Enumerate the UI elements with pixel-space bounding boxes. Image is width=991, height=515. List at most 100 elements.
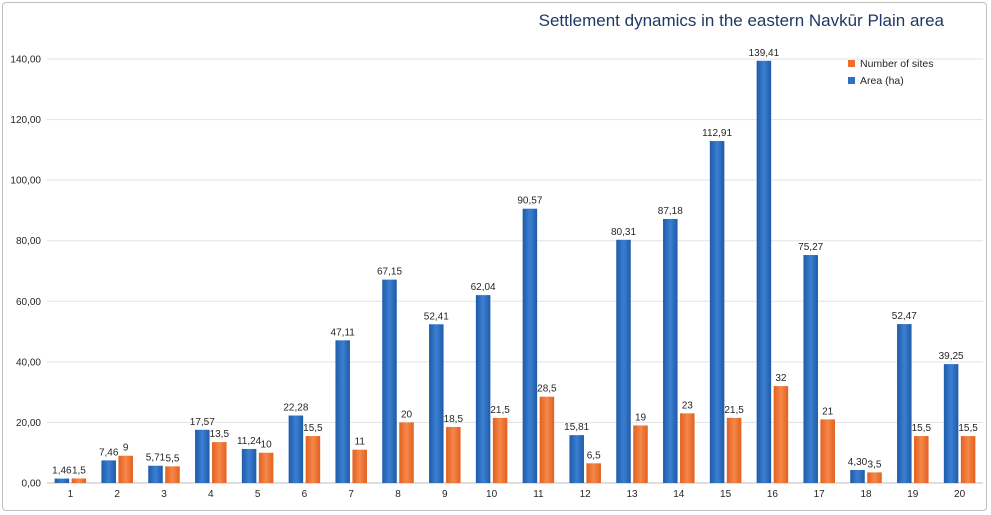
data-label: 47,11 (331, 327, 356, 338)
data-label: 7,46 (99, 447, 119, 458)
x-tick-label: 7 (348, 489, 354, 500)
data-label: 21,5 (490, 405, 510, 416)
bar-area (148, 465, 163, 483)
data-label: 15,5 (912, 423, 932, 434)
x-tick-label: 16 (767, 489, 779, 500)
bar-number-of-sites (867, 472, 882, 483)
data-label: 9 (123, 443, 129, 454)
bar-number-of-sites (539, 396, 555, 483)
data-label: 15,5 (303, 423, 323, 434)
legend-label: Number of sites (860, 58, 934, 70)
bar-area (475, 295, 491, 483)
data-label: 5,71 (146, 453, 166, 464)
data-label: 11 (355, 437, 366, 448)
data-label: 90,57 (517, 196, 542, 207)
x-tick-label: 19 (907, 489, 919, 500)
data-label: 5,5 (166, 453, 180, 464)
data-label: 21,5 (724, 405, 744, 416)
data-label: 15,5 (958, 423, 978, 434)
data-label: 20 (401, 409, 413, 420)
y-axis-ticks: 0,00 20,00 40,00 60,00 80,00 100,00 120,00 140,… (10, 55, 41, 490)
bar-number-of-sites (258, 452, 274, 483)
x-tick-label: 10 (486, 489, 498, 500)
data-label: 21 (822, 406, 834, 417)
x-tick-label: 5 (255, 489, 261, 500)
bar-area (382, 279, 397, 483)
x-tick-label: 2 (114, 489, 120, 500)
data-label: 10 (261, 440, 273, 451)
data-label: 62,04 (471, 282, 496, 293)
data-label: 32 (775, 373, 787, 384)
legend-swatch (848, 60, 855, 67)
bar-number-of-sites (586, 463, 601, 483)
bar-area (943, 364, 959, 483)
bar-area (850, 469, 865, 483)
legend-label: Area (ha) (860, 75, 904, 87)
x-tick-label: 6 (302, 489, 308, 500)
x-axis-ticks: 1 2 3 4 5 6 7 8 9 10 11 12 13 14 15 16 17 18 19 20 (68, 489, 966, 500)
y-tick-label: 120,00 (10, 115, 41, 126)
gridlines (47, 58, 983, 484)
bar-number-of-sites (446, 426, 461, 483)
bar-number-of-sites (726, 417, 742, 483)
y-tick-label: 60,00 (16, 297, 41, 308)
bar-area (429, 324, 444, 483)
data-label: 52,41 (424, 311, 449, 322)
chart-title: Settlement dynamics in the eastern Navkū… (538, 11, 944, 30)
data-label: 75,27 (798, 242, 823, 253)
x-tick-label: 17 (814, 489, 826, 500)
bar-area (616, 239, 631, 483)
bar-number-of-sites (633, 425, 648, 483)
y-tick-label: 100,00 (10, 176, 41, 187)
bar-number-of-sites (352, 449, 367, 483)
x-tick-label: 12 (580, 489, 592, 500)
bar-area (803, 255, 818, 483)
bar-area (756, 60, 772, 483)
legend-swatch (848, 77, 855, 84)
bar-area (195, 429, 210, 483)
data-label: 23 (682, 400, 694, 411)
bar-number-of-sites (212, 442, 227, 483)
data-label: 13,5 (210, 429, 230, 440)
bar-area (101, 460, 116, 483)
bar-number-of-sites (399, 422, 414, 483)
data-label: 1,46 (52, 466, 72, 477)
bar-area (709, 141, 725, 483)
bar-number-of-sites (680, 413, 695, 483)
y-tick-label: 80,00 (16, 236, 41, 247)
bars (54, 60, 976, 484)
y-tick-label: 40,00 (16, 357, 41, 368)
bar-number-of-sites (71, 478, 87, 483)
y-tick-label: 20,00 (16, 418, 41, 429)
x-tick-label: 4 (208, 489, 214, 500)
x-tick-label: 11 (533, 489, 544, 500)
bar-number-of-sites (960, 436, 976, 483)
data-label: 17,57 (190, 417, 215, 428)
x-tick-label: 15 (720, 489, 732, 500)
data-label: 4,30 (848, 457, 868, 468)
bar-number-of-sites (305, 436, 321, 483)
data-label: 80,31 (611, 227, 636, 238)
y-tick-label: 140,00 (10, 55, 41, 66)
bar-area (288, 415, 304, 483)
data-label: 28,5 (537, 384, 557, 395)
x-tick-label: 3 (161, 489, 167, 500)
data-label: 1,5 (72, 465, 86, 476)
data-label: 18,5 (444, 414, 464, 425)
y-tick-label: 0,00 (22, 479, 42, 490)
bar-area (569, 435, 584, 483)
bar-number-of-sites (492, 417, 508, 483)
data-label: 139,41 (749, 48, 780, 59)
data-label: 3,5 (868, 459, 882, 470)
x-tick-label: 9 (442, 489, 448, 500)
legend: Number of sites Area (ha) (848, 58, 934, 87)
x-tick-label: 13 (626, 489, 638, 500)
data-label: 15,81 (564, 422, 589, 433)
data-label: 112,91 (702, 128, 732, 139)
bar-number-of-sites (820, 419, 835, 483)
bar-number-of-sites (773, 386, 789, 483)
data-label: 6,5 (587, 450, 601, 461)
bar-number-of-sites (914, 436, 929, 483)
